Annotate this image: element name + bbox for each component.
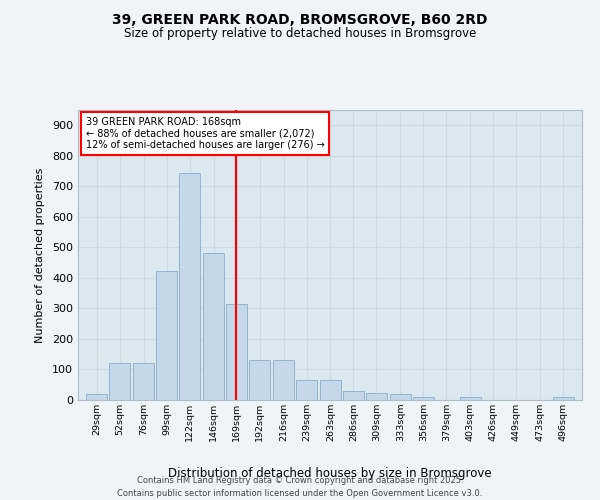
Bar [366,394,387,400]
Text: 39 GREEN PARK ROAD: 168sqm
← 88% of detached houses are smaller (2,072)
12% of s: 39 GREEN PARK ROAD: 168sqm ← 88% of deta… [86,117,325,150]
Text: 39, GREEN PARK ROAD, BROMSGROVE, B60 2RD: 39, GREEN PARK ROAD, BROMSGROVE, B60 2RD [112,12,488,26]
Text: Distribution of detached houses by size in Bromsgrove: Distribution of detached houses by size … [168,467,492,480]
Bar [249,360,270,400]
Bar [133,363,154,400]
Bar [296,380,317,400]
Bar [553,398,574,400]
Bar [273,360,294,400]
Bar [157,271,178,400]
Bar [460,398,481,400]
Bar [343,392,364,400]
Text: Size of property relative to detached houses in Bromsgrove: Size of property relative to detached ho… [124,28,476,40]
Y-axis label: Number of detached properties: Number of detached properties [35,168,45,342]
Bar [413,396,434,400]
Bar [86,394,107,400]
Bar [203,252,224,400]
Text: Contains HM Land Registry data © Crown copyright and database right 2025.
Contai: Contains HM Land Registry data © Crown c… [118,476,482,498]
Bar [320,380,341,400]
Bar [226,304,247,400]
Bar [390,394,411,400]
Bar [179,174,200,400]
Bar [109,363,130,400]
